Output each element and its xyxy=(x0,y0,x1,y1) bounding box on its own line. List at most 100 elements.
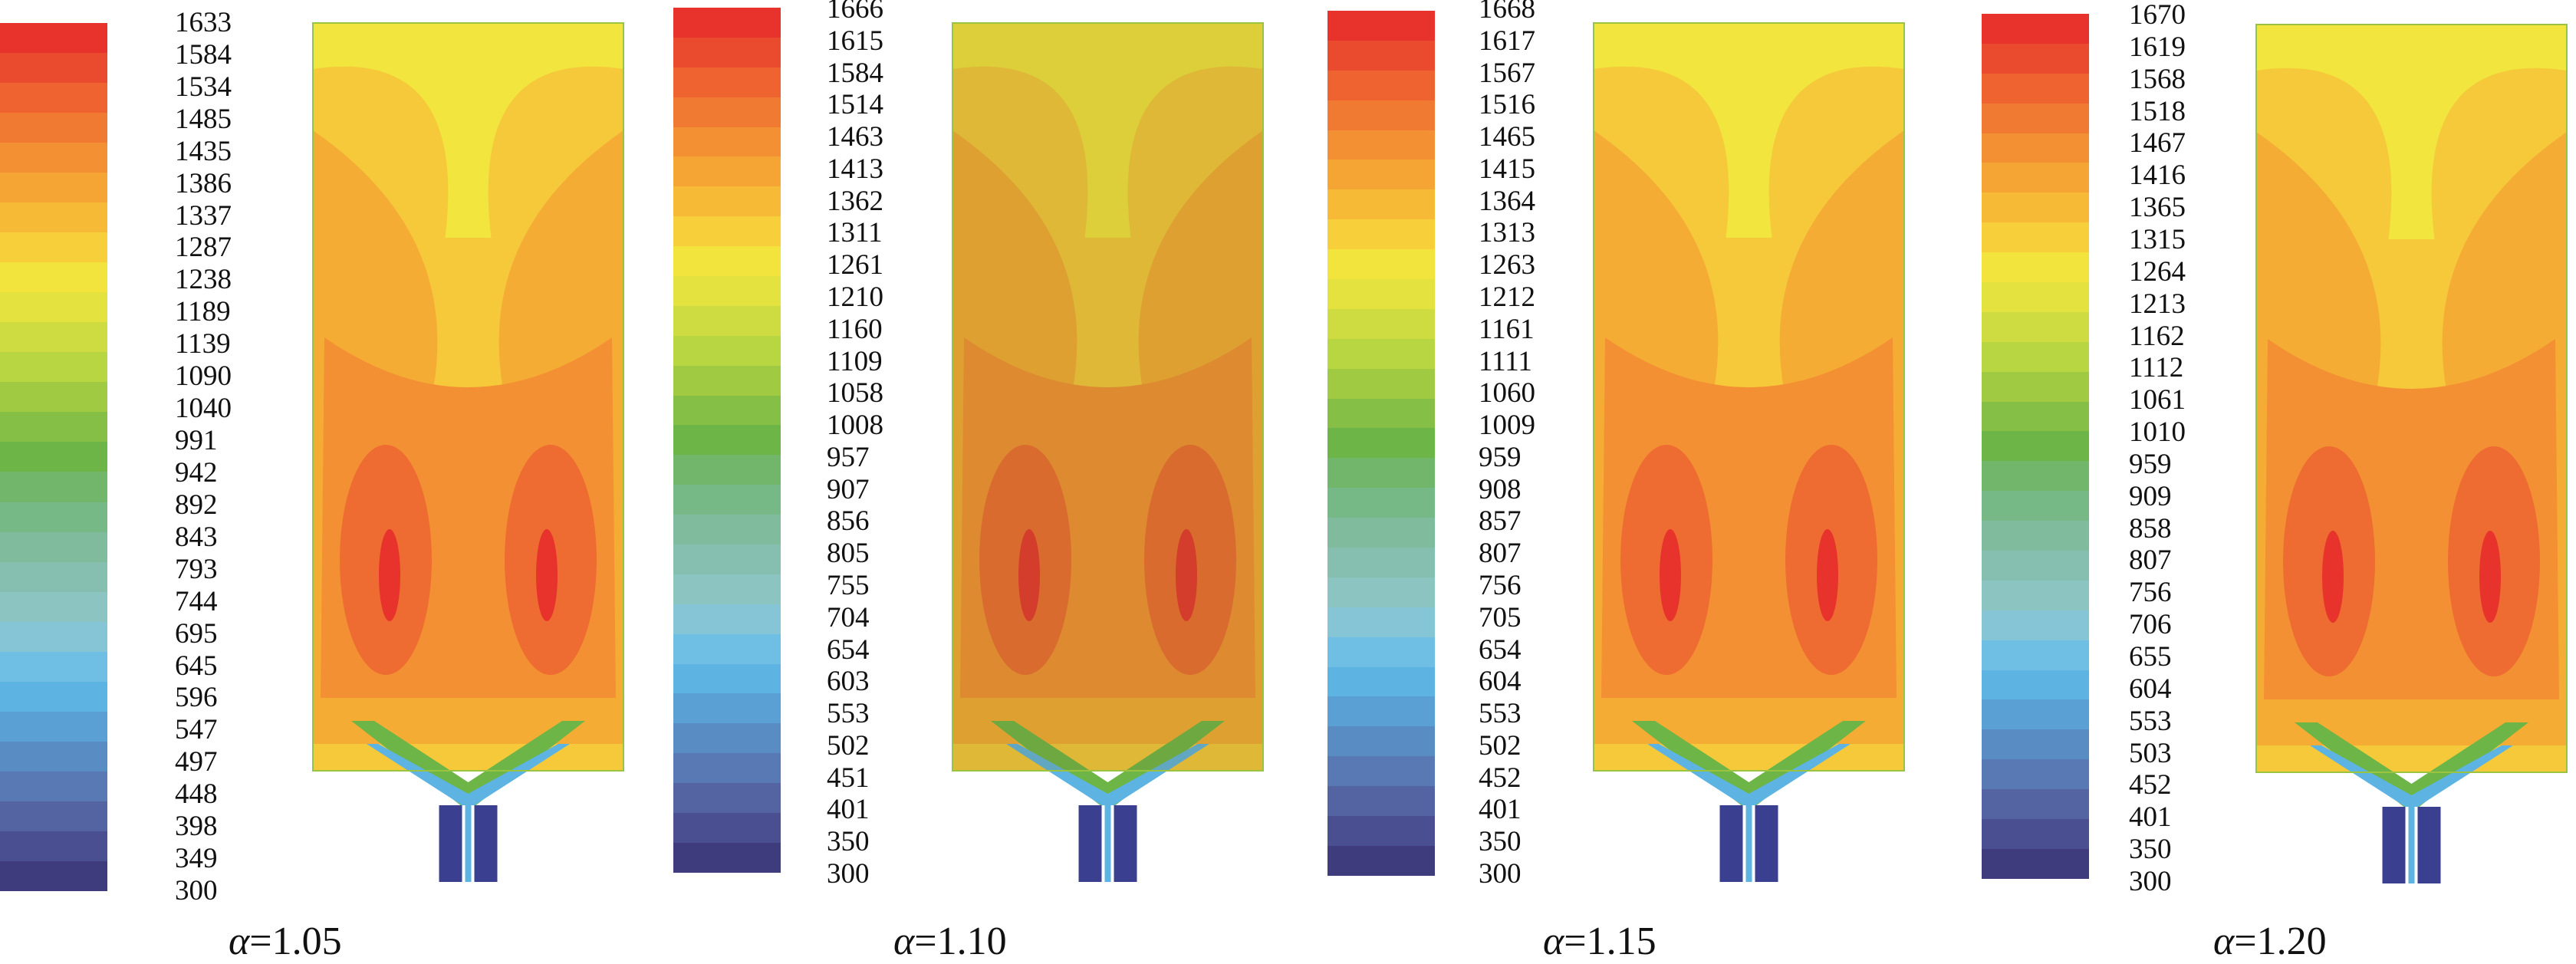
nozzle-core xyxy=(1745,805,1752,882)
colorbar-tick-label: 704 xyxy=(827,601,870,633)
colorbar-ticks: 1668 1617 1567 1516 1465 1415 1364 1313 1263 1212… xyxy=(1479,0,1571,890)
colorbar-tick-label: 1485 xyxy=(175,103,232,135)
colorbar-swatch xyxy=(0,591,107,622)
colorbar-swatch xyxy=(673,97,781,127)
hot-spot-left xyxy=(379,529,400,621)
hot-spot-right xyxy=(1817,529,1838,621)
alpha-caption: α=1.10 xyxy=(893,920,1007,963)
colorbar-swatch xyxy=(0,472,107,502)
colorbar-swatch xyxy=(1327,70,1435,100)
colorbar-swatch xyxy=(1982,133,2089,163)
colorbar-tick-label: 1009 xyxy=(1479,410,1535,442)
colorbar-swatch xyxy=(0,801,107,831)
colorbar-tick-label: 603 xyxy=(827,666,870,698)
colorbar-tick-label: 1463 xyxy=(827,121,883,153)
field-tint xyxy=(952,23,1263,771)
colorbar-tick-label: 1633 xyxy=(175,7,232,38)
colorbar-swatch xyxy=(673,545,781,574)
colorbar-swatch xyxy=(673,515,781,545)
colorbar-swatch xyxy=(673,276,781,306)
colorbar-swatch xyxy=(1982,431,2089,462)
colorbar-tick-label: 705 xyxy=(1479,601,1522,633)
colorbar-tick-label: 1362 xyxy=(827,185,883,217)
colorbar-swatch xyxy=(0,502,107,532)
colorbar-tick-label: 1518 xyxy=(2129,95,2186,127)
colorbar-tick-label: 756 xyxy=(1479,570,1522,601)
colorbar-tick-label: 401 xyxy=(2129,801,2172,834)
colorbar-tick-label: 1139 xyxy=(175,328,231,360)
hot-spot-left xyxy=(2322,531,2344,623)
jet-v-core xyxy=(1006,744,1209,805)
colorbar-ticks: 1633 1584 1534 1485 1435 1386 1337 1287 1238 1189… xyxy=(175,8,267,906)
colorbar-tick-label: 349 xyxy=(175,843,218,875)
colorbar-swatch xyxy=(1982,491,2089,521)
colorbar-tick-label: 553 xyxy=(1479,698,1522,730)
colorbar-swatch xyxy=(1327,577,1435,607)
colorbar-tick-label: 654 xyxy=(1479,633,1522,666)
colorbar-tick-label: 1162 xyxy=(2129,320,2185,352)
contour-panel-1: 1633 1584 1534 1485 1435 1386 1337 1287 1238 1189… xyxy=(0,0,637,963)
colorbar-tick-label: 1416 xyxy=(2129,160,2186,192)
colorbar-tick-label: 1161 xyxy=(1479,313,1535,345)
colorbar-swatch xyxy=(673,246,781,277)
colorbar-swatch xyxy=(673,842,781,873)
colorbar-swatch xyxy=(0,352,107,383)
colorbar-tick-label: 1584 xyxy=(175,38,232,71)
colorbar-swatch xyxy=(673,395,781,426)
colorbar-swatch xyxy=(1327,249,1435,280)
temperature-field xyxy=(1593,22,1905,882)
colorbar-swatch xyxy=(0,561,107,592)
colorbar-swatch xyxy=(673,604,781,634)
colorbar-tick-label: 755 xyxy=(827,570,870,601)
colorbar-swatch xyxy=(1982,461,2089,492)
colorbar-swatch xyxy=(673,127,781,157)
colorbar-swatch xyxy=(673,186,781,217)
colorbar-tick-label: 1010 xyxy=(2129,416,2186,449)
colorbar-swatch xyxy=(1982,670,2089,700)
nozzle-core xyxy=(1104,805,1111,882)
colorbar-swatch xyxy=(1982,759,2089,790)
colorbar-tick-label: 502 xyxy=(1479,729,1522,762)
colorbar-tick-label: 596 xyxy=(175,682,218,714)
colorbar-swatch xyxy=(1982,282,2089,312)
colorbar-tick-label: 1264 xyxy=(2129,255,2186,288)
colorbar-tick-label: 401 xyxy=(1479,794,1522,826)
colorbar-swatch xyxy=(673,813,781,843)
colorbar-tick-label: 350 xyxy=(1479,826,1522,858)
colorbar-swatch xyxy=(1327,398,1435,429)
hot-spot-right xyxy=(2479,531,2501,623)
colorbar-swatch xyxy=(1982,640,2089,670)
colorbar-swatch xyxy=(1982,73,2089,104)
colorbar-swatch xyxy=(1327,130,1435,160)
colorbar-tick-label: 756 xyxy=(2129,577,2172,609)
colorbar-tick-label: 991 xyxy=(175,425,218,457)
chamber-outline xyxy=(312,22,624,772)
contour-panel-2: 1666 1615 1584 1514 1463 1413 1362 1311 1261 1210… xyxy=(0,0,1264,963)
colorbar-tick-label: 300 xyxy=(827,858,870,890)
colorbar-tick-label: 1160 xyxy=(827,313,883,345)
colorbar-swatch xyxy=(1982,14,2089,44)
colorbar-swatch xyxy=(1327,40,1435,71)
colorbar-tick-label: 942 xyxy=(175,456,218,489)
colorbar-swatch xyxy=(1982,43,2089,74)
colorbar-tick-label: 908 xyxy=(1479,473,1522,505)
colorbar-tick-label: 706 xyxy=(2129,609,2172,641)
colorbar-tick-label: 1090 xyxy=(175,360,232,393)
colorbar-swatch xyxy=(1327,637,1435,667)
hot-spot-right xyxy=(536,529,558,621)
colorbar-swatch xyxy=(1982,222,2089,253)
colorbar-tick-label: 1386 xyxy=(175,167,232,199)
temperature-field xyxy=(312,22,624,882)
colorbar-swatch xyxy=(1982,789,2089,820)
colorbar-tick-label: 1238 xyxy=(175,264,232,296)
colorbar-swatch xyxy=(1327,458,1435,489)
hot-spot-left xyxy=(1660,529,1681,621)
colorbar-tick-label: 1516 xyxy=(1479,89,1535,121)
colorbar-tick-label: 1315 xyxy=(2129,223,2186,255)
colorbar-tick-label: 452 xyxy=(2129,769,2172,801)
colorbar-tick-label: 1061 xyxy=(2129,384,2186,416)
colorbar-swatch xyxy=(0,382,107,413)
colorbar-swatch xyxy=(1327,368,1435,399)
colorbar-swatch xyxy=(1327,696,1435,727)
